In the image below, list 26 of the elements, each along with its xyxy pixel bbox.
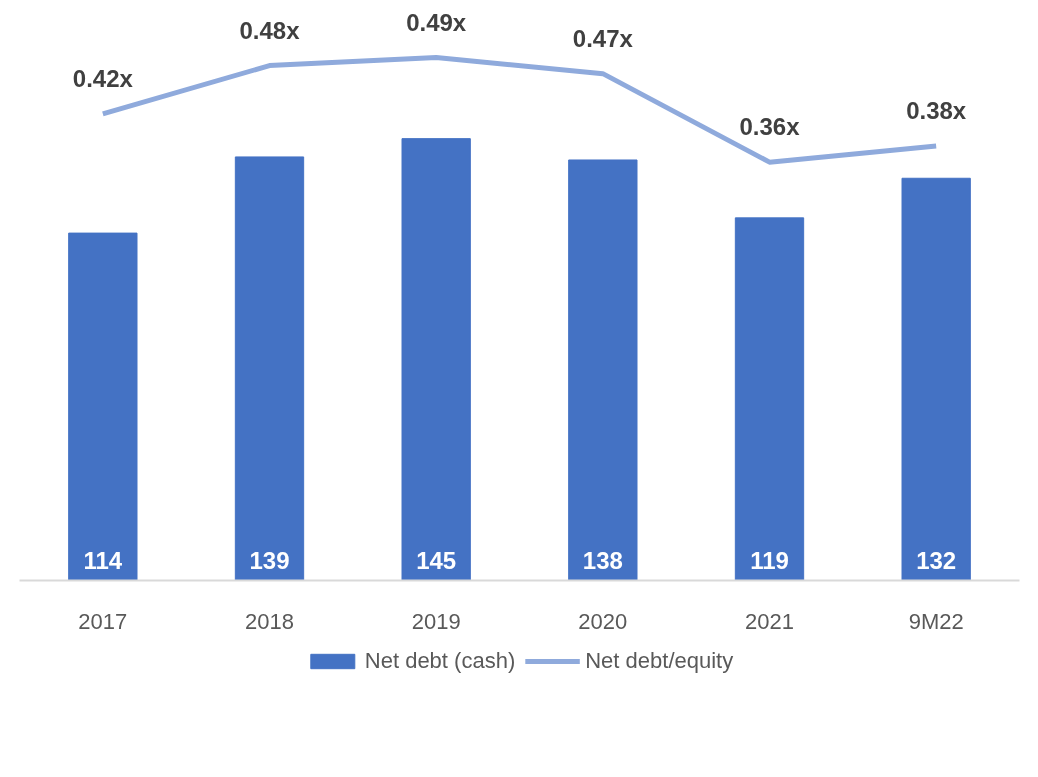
data-label: 0.49x bbox=[406, 8, 467, 36]
bar bbox=[234, 156, 305, 581]
data-label: 139 bbox=[249, 546, 290, 574]
data-label: 138 bbox=[582, 546, 623, 574]
bar bbox=[568, 159, 638, 581]
x-tick-label: 2020 bbox=[578, 608, 628, 634]
x-tick-label: 2018 bbox=[245, 608, 294, 634]
legend-label: Net debt/equity bbox=[585, 648, 734, 674]
x-tick-label: 9M22 bbox=[908, 608, 964, 634]
data-label: 0.42x bbox=[72, 64, 134, 92]
bar bbox=[68, 232, 138, 581]
data-label: 0.36x bbox=[739, 113, 801, 141]
x-tick-label: 2019 bbox=[411, 608, 461, 634]
x-tick-label: 2017 bbox=[78, 608, 128, 634]
bar bbox=[901, 177, 971, 581]
data-label: 0.38x bbox=[906, 97, 967, 125]
x-tick-label: 2021 bbox=[745, 608, 794, 634]
data-label: 0.47x bbox=[572, 24, 634, 52]
data-label: 119 bbox=[750, 546, 789, 574]
legend-label: Net debt (cash) bbox=[364, 648, 516, 674]
data-label: 145 bbox=[416, 546, 457, 574]
data-label: 114 bbox=[83, 546, 123, 574]
bar bbox=[401, 138, 471, 581]
data-label: 132 bbox=[916, 546, 957, 574]
data-label: 0.48x bbox=[239, 16, 301, 44]
bar bbox=[734, 217, 805, 581]
